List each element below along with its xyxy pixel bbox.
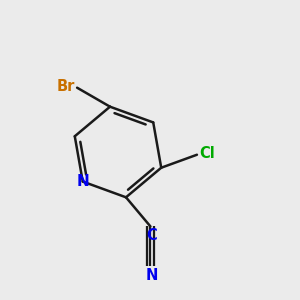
Text: N: N xyxy=(76,174,89,189)
Text: Cl: Cl xyxy=(199,146,215,161)
Text: N: N xyxy=(145,268,158,284)
Text: Br: Br xyxy=(57,79,75,94)
Text: C: C xyxy=(146,228,157,243)
